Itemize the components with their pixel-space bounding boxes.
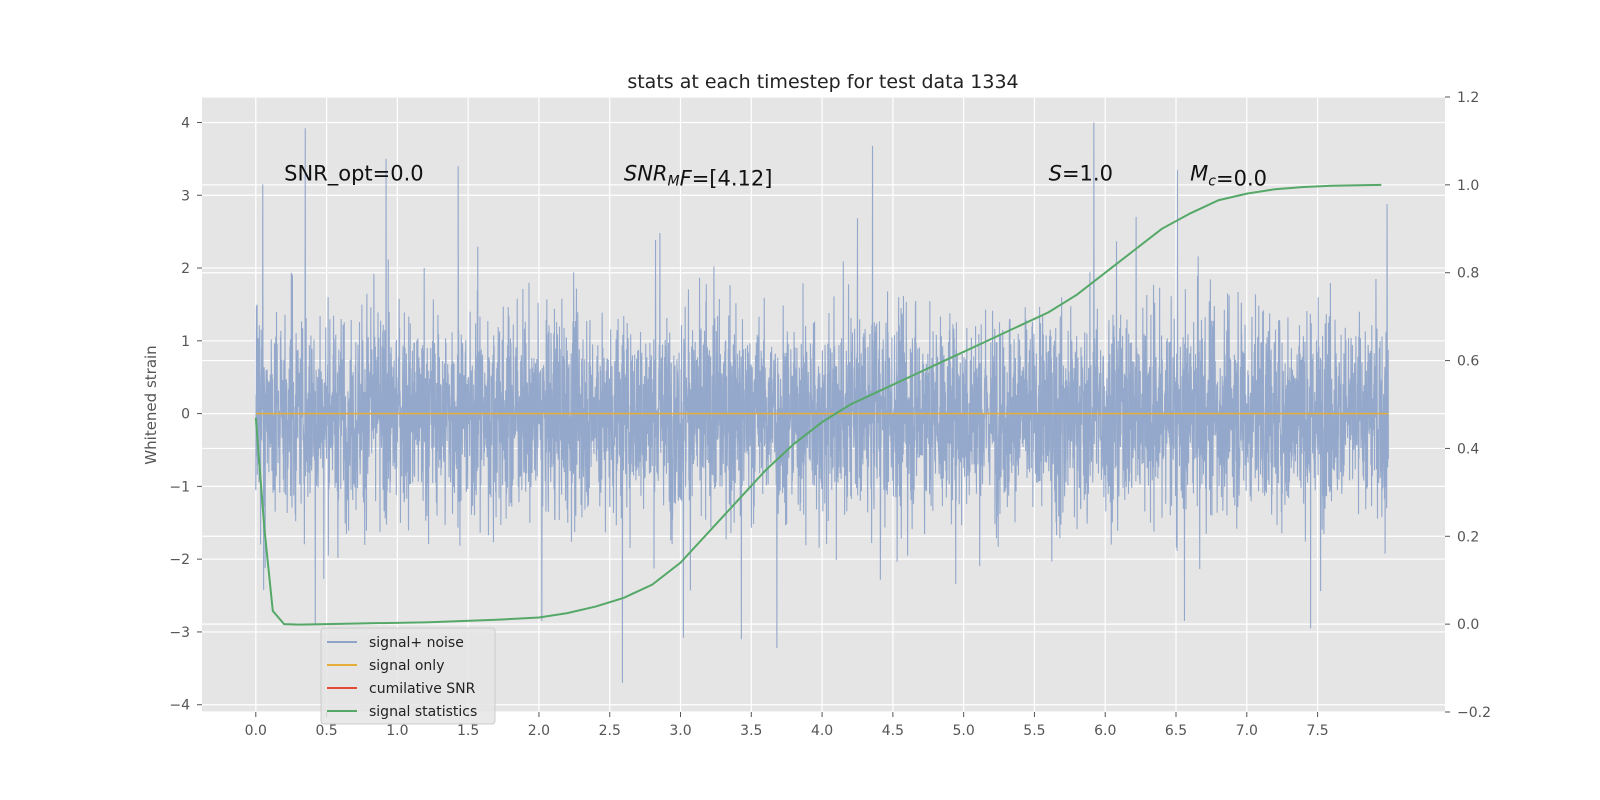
x-tick-label: 5.0	[953, 723, 975, 739]
y-tick-label: −3	[169, 625, 190, 641]
legend-label: signal only	[369, 658, 444, 674]
y2-tick-label: 0.6	[1457, 354, 1479, 370]
y-tick-label: −2	[169, 552, 190, 568]
y-tick-label: 3	[181, 188, 190, 204]
x-tick-label: 0.5	[315, 723, 337, 739]
annotation-text: SNR_opt=0.0	[284, 162, 424, 187]
signal-noise-line	[255, 122, 1389, 683]
legend: signal+ noise signal only cumilative SNR si…	[320, 627, 496, 725]
legend-label: signal+ noise	[369, 635, 464, 651]
y2-tick-label: 1.2	[1457, 90, 1479, 106]
x-tick-label: 3.0	[669, 723, 691, 739]
signal-statistics-line	[254, 183, 1382, 626]
x-tick-label: 6.5	[1165, 723, 1187, 739]
x-tick-label: 6.0	[1094, 723, 1116, 739]
y-tick-label: 2	[181, 261, 190, 277]
x-tick-label: 0.0	[245, 723, 267, 739]
x-tick-label: 4.0	[811, 723, 833, 739]
x-tick-label: 4.5	[882, 723, 904, 739]
y2-tick-label: 0.0	[1457, 617, 1479, 633]
annotations: SNR_opt=0.0 SNRMF=[4.12] S=1.0 Mc=0.0	[284, 162, 1267, 191]
legend-label: signal statistics	[369, 704, 477, 720]
y-tick-label: 4	[181, 115, 190, 131]
annotation-text: S=1.0	[1049, 162, 1113, 186]
x-tick-label: 2.5	[599, 723, 621, 739]
x-ticks: 0.0 0.5 1.0 1.5 2.0 2.5 3.0 3.5 4.0 4.5 5.0 5.5 6.0 6…	[245, 712, 1329, 739]
x-tick-label: 3.5	[740, 723, 762, 739]
y-tick-label: 0	[181, 407, 190, 423]
legend-label: cumilative SNR	[369, 681, 476, 697]
legend-box	[320, 627, 496, 725]
annotation-text: Mc=0.0	[1190, 162, 1267, 191]
noise-series	[255, 122, 1389, 683]
y-ticks: 4 3 2 1 0 −1 −2 −3 −4	[169, 115, 202, 714]
y2-tick-label: 0.4	[1457, 441, 1479, 457]
x-tick-label: 5.5	[1023, 723, 1045, 739]
chart-title: stats at each timestep for test data 133…	[627, 71, 1018, 93]
y2-tick-label: 0.2	[1457, 529, 1479, 545]
y-tick-label: −1	[169, 479, 190, 495]
y-tick-label: −4	[169, 698, 190, 714]
y2-tick-label: −0.2	[1457, 705, 1491, 721]
x-tick-label: 1.5	[457, 723, 479, 739]
x-tick-label: 7.5	[1306, 723, 1328, 739]
x-tick-label: 1.0	[386, 723, 408, 739]
annotation-text: SNRMF=[4.12]	[624, 162, 773, 191]
y2-ticks: 1.2 1.0 0.8 0.6 0.4 0.2 0.0 −0.2	[1445, 90, 1491, 721]
y2-tick-label: 0.8	[1457, 266, 1479, 282]
y2-tick-label: 1.0	[1457, 178, 1479, 194]
x-tick-label: 2.0	[528, 723, 550, 739]
y-axis-label: Whitened strain	[142, 345, 160, 464]
y-tick-label: 1	[181, 334, 190, 350]
line-series	[254, 183, 1389, 626]
x-tick-label: 7.0	[1236, 723, 1258, 739]
